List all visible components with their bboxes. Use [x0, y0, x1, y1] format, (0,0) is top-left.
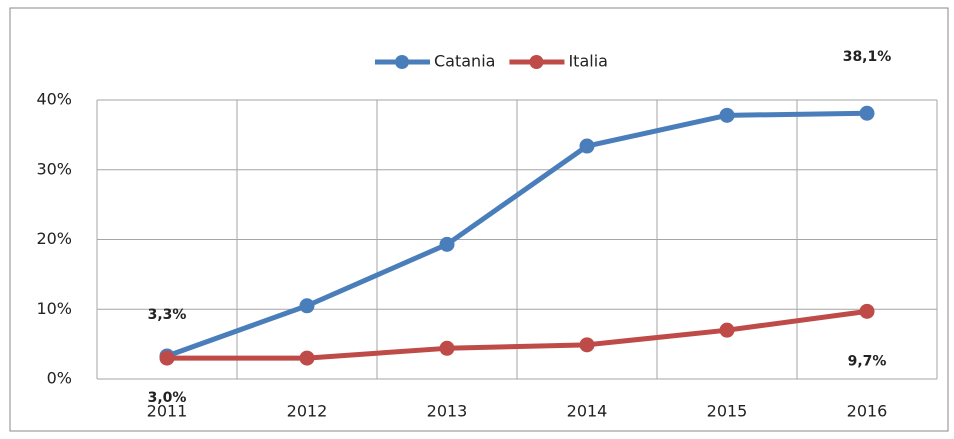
data-point — [439, 340, 455, 356]
y-tick-label: 30% — [36, 159, 72, 178]
data-label: 3,0% — [148, 390, 187, 406]
data-point — [859, 303, 875, 319]
data-point — [859, 105, 875, 121]
data-point — [579, 337, 595, 353]
data-point — [439, 236, 455, 252]
x-tick-label: 2013 — [427, 402, 468, 421]
x-tick-label: 2011 — [147, 402, 188, 421]
x-tick-label: 2016 — [847, 402, 888, 421]
legend-label: Italia — [568, 52, 608, 71]
x-tick-label: 2015 — [707, 402, 748, 421]
y-tick-label: 20% — [36, 229, 72, 248]
data-point — [579, 138, 595, 154]
legend-marker — [529, 55, 544, 69]
y-tick-label: 10% — [36, 299, 72, 318]
data-label: 3,3% — [148, 307, 187, 323]
data-point — [719, 322, 735, 338]
data-point — [299, 298, 315, 314]
data-label: 38,1% — [843, 49, 892, 65]
y-tick-label: 40% — [36, 90, 72, 109]
data-label: 9,7% — [848, 353, 887, 369]
data-point — [159, 350, 175, 366]
series-line — [166, 110, 868, 359]
legend-marker — [395, 55, 409, 69]
series-line — [167, 308, 868, 361]
data-point — [299, 350, 315, 366]
x-tick-label: 2012 — [287, 402, 328, 421]
data-point — [719, 107, 735, 123]
legend-label: Catania — [434, 52, 495, 71]
x-tick-label: 2014 — [567, 402, 608, 421]
y-tick-label: 0% — [47, 369, 72, 388]
